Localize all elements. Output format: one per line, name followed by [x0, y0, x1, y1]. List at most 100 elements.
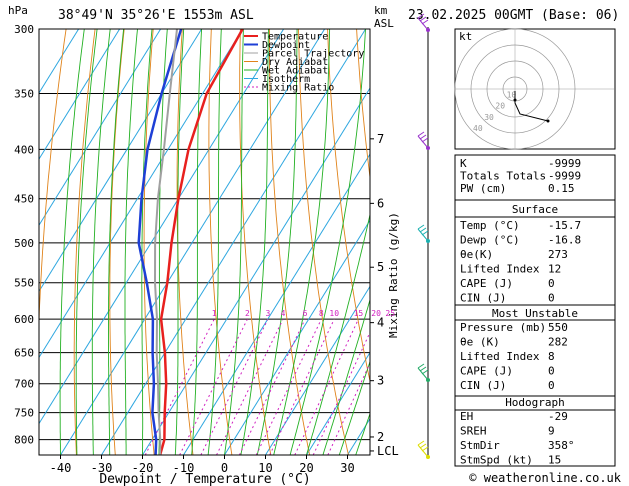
legend-label: Isotherm — [262, 74, 310, 85]
wet-adiabat — [306, 212, 370, 455]
pressure-tick-label: 450 — [14, 193, 34, 206]
height-tick-label: LCL — [377, 444, 399, 458]
storm-motion-point — [513, 98, 517, 102]
table-row-value: 0 — [548, 277, 555, 290]
temperature-tick-label: -40 — [50, 461, 72, 475]
mixing-ratio-label: 8 — [319, 309, 324, 318]
mixing-ratio-label: 20 — [371, 309, 381, 318]
mixing-ratio-axis-title: Mixing Ratio (g/kg) — [387, 212, 400, 338]
isotherm — [39, 29, 162, 227]
wet-adiabat — [224, 29, 244, 455]
dry-adiabat — [239, 29, 272, 455]
temperature-tick-label: 20 — [299, 461, 313, 475]
wind-barb — [417, 440, 429, 458]
wind-barb — [417, 363, 429, 381]
table-row-label: θe (K) — [460, 336, 500, 349]
wet-adiabat — [256, 29, 298, 455]
pressure-tick-label: 750 — [14, 407, 34, 420]
hodograph-trace — [514, 91, 549, 122]
height-tick-label: 5 — [377, 260, 384, 274]
mixing-ratio-line — [144, 318, 215, 455]
mixing-ratio-line — [269, 318, 335, 455]
skewt-plot-area — [39, 29, 370, 455]
temperature-tick-label: 10 — [258, 461, 272, 475]
pressure-tick-label: 650 — [14, 347, 34, 360]
mixing-ratio-line — [312, 331, 370, 455]
legend-label: Parcel Trajectory — [262, 49, 364, 60]
wind-barbs — [417, 13, 430, 459]
temperature-tick-label: 0 — [221, 461, 228, 475]
dry-adiabat — [39, 29, 67, 335]
table-row-label: Lifted Index — [460, 350, 540, 363]
pressure-tick-label: 300 — [14, 23, 34, 36]
wet-adiabat — [124, 29, 138, 455]
table-row-value: 282 — [548, 336, 568, 349]
table-row-label: Totals Totals — [460, 170, 546, 183]
profile-temperature — [158, 29, 244, 455]
indices-box — [454, 154, 616, 201]
table-row-value: -29 — [548, 410, 568, 423]
wet-adiabat — [141, 29, 153, 455]
isotherm — [306, 351, 370, 455]
pressure-tick-label: 800 — [14, 434, 34, 447]
pressure-tick-label: 600 — [14, 313, 34, 326]
plot-frame — [38, 28, 371, 456]
legend-label: Mixing Ratio — [262, 83, 334, 94]
mixing-ratio-label: 1 — [212, 309, 217, 318]
wet-adiabat — [158, 29, 168, 455]
pressure-tick-label: 350 — [14, 88, 34, 101]
table-row-value: -16.8 — [548, 234, 581, 247]
mixing-ratio-line — [216, 318, 284, 455]
pressure-tick-label: 400 — [14, 143, 34, 156]
table-row-value: -9999 — [548, 170, 581, 183]
table-row-label: Temp (°C) — [460, 219, 520, 232]
location-title: 38°49'N 35°26'E 1553m ASL — [58, 8, 254, 23]
table-row-label: EH — [460, 410, 473, 423]
profile-parcel-trajectory — [153, 29, 178, 455]
table-row-label: CIN (J) — [460, 292, 506, 305]
asl-label: ASL — [374, 17, 394, 30]
dry-adiabat — [356, 29, 370, 181]
height-tick-label: 6 — [377, 196, 384, 210]
table-row-value: 9 — [548, 425, 555, 438]
table-row-value: -9999 — [548, 157, 581, 170]
wet-adiabat — [338, 360, 370, 455]
isotherm — [265, 285, 370, 455]
mixing-ratio-label: 4 — [281, 309, 286, 318]
wet-adiabat — [289, 29, 366, 455]
table-row-value: 0 — [548, 365, 555, 378]
table-section-title: Surface — [512, 203, 558, 216]
hpa-label: hPa — [8, 4, 28, 17]
wet-adiabat — [59, 29, 85, 455]
mixing-ratio-label: 6 — [303, 309, 308, 318]
table-row-label: StmDir — [460, 439, 500, 452]
hodograph-stats-box — [454, 395, 616, 467]
mixing-ratio-line — [179, 318, 248, 455]
wet-adiabat — [240, 29, 269, 455]
dry-adiabat — [109, 29, 125, 455]
profile-dewpoint — [137, 29, 183, 455]
wet-adiabat — [108, 29, 125, 455]
wind-barb — [417, 224, 429, 242]
table-row-label: Lifted Index — [460, 263, 540, 276]
table-row-value: 8 — [548, 350, 555, 363]
mixing-ratio-label: 10 — [329, 309, 339, 318]
wet-adiabat — [273, 29, 331, 455]
table-row-value: 273 — [548, 248, 568, 261]
table-row-label: PW (cm) — [460, 182, 506, 195]
datetime-title: 23.02.2025 00GMT (Base: 06) — [408, 8, 619, 23]
mixing-ratio-label: 15 — [354, 309, 364, 318]
table-row-label: K — [460, 157, 467, 170]
table-section-title: Most Unstable — [492, 307, 578, 320]
pressure-tick-label: 700 — [14, 378, 34, 391]
temperature-tick-label: -30 — [91, 461, 113, 475]
table-row-label: SREH — [460, 425, 487, 438]
mixing-ratio-label: 3 — [265, 309, 270, 318]
hodograph-ring-label: 10 — [507, 90, 517, 99]
legend-label: Wet Adiabat — [262, 66, 328, 77]
table-row-label: StmSpd (kt) — [460, 454, 533, 467]
mixing-ratio-line — [200, 318, 269, 455]
isotherm — [60, 29, 326, 455]
